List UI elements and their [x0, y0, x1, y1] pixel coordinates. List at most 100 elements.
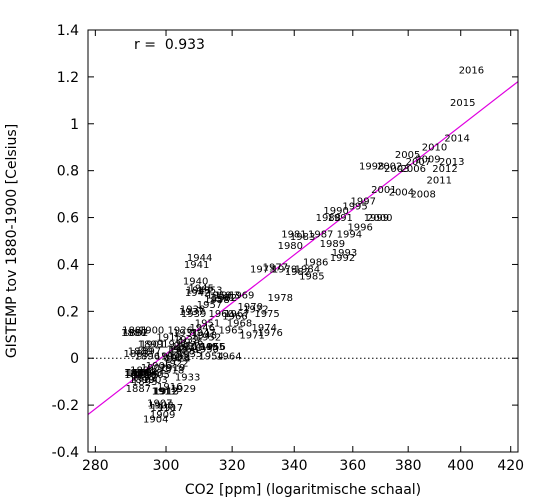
data-point-1880: 1880 — [121, 328, 146, 339]
data-point-2015: 2015 — [450, 98, 475, 109]
data-point-1915: 1915 — [156, 333, 181, 344]
x-tick-label: 280 — [82, 458, 109, 474]
data-point-1997: 1997 — [351, 197, 376, 208]
data-point-1949: 1949 — [192, 342, 217, 353]
data-point-1972: 1972 — [243, 304, 268, 315]
data-point-1883: 1883 — [123, 349, 148, 360]
data-point-1929: 1929 — [171, 384, 196, 395]
data-point-2012: 2012 — [432, 164, 457, 175]
y-tick-label: 1.2 — [57, 70, 79, 86]
data-point-1924: 1924 — [166, 354, 191, 365]
y-tick-label: 0.6 — [57, 211, 79, 227]
data-point-1894: 1894 — [133, 368, 158, 379]
data-point-1990: 1990 — [323, 206, 348, 217]
x-tick-label: 340 — [281, 458, 308, 474]
data-point-1932: 1932 — [174, 335, 199, 346]
x-tick-label: 420 — [497, 458, 524, 474]
data-point-1919: 1919 — [160, 363, 185, 374]
data-point-1881: 1881 — [122, 326, 147, 337]
x-tick-label: 380 — [395, 458, 422, 474]
data-point-1976: 1976 — [257, 328, 282, 339]
data-point-1969: 1969 — [229, 290, 254, 301]
data-point-1908: 1908 — [148, 401, 173, 412]
data-point-1882: 1882 — [123, 328, 148, 339]
data-point-1951: 1951 — [195, 319, 220, 330]
data-point-1917: 1917 — [158, 403, 183, 414]
x-tick-label: 300 — [153, 458, 180, 474]
data-point-1999: 1999 — [364, 213, 389, 224]
data-point-1891: 1891 — [130, 365, 155, 376]
data-point-1991: 1991 — [327, 213, 352, 224]
data-point-1939: 1939 — [181, 309, 206, 320]
data-point-1897: 1897 — [136, 347, 161, 358]
y-tick-label: 1.4 — [57, 23, 79, 39]
data-point-1931: 1931 — [173, 328, 198, 339]
data-point-1965: 1965 — [218, 326, 243, 337]
x-tick-label: 400 — [447, 458, 474, 474]
y-axis-title: GISTEMP tov 1880-1900 [Celsius] — [4, 124, 20, 358]
y-tick-label: 1 — [70, 117, 79, 133]
plot-frame — [87, 29, 519, 453]
data-point-2014: 2014 — [444, 133, 469, 144]
data-point-1921: 1921 — [162, 340, 187, 351]
data-point-1928: 1928 — [170, 347, 195, 358]
data-point-1925: 1925 — [167, 344, 192, 355]
data-point-1985: 1985 — [299, 272, 324, 283]
data-point-1981: 1981 — [281, 229, 306, 240]
data-point-1979: 1979 — [272, 265, 297, 276]
y-tick-label: 0.2 — [57, 304, 79, 320]
data-point-1909: 1909 — [150, 410, 175, 421]
data-point-1889: 1889 — [128, 347, 153, 358]
data-point-1899: 1899 — [138, 340, 163, 351]
data-point-1923: 1923 — [164, 354, 189, 365]
data-point-1967: 1967 — [224, 309, 249, 320]
data-point-2007: 2007 — [406, 157, 431, 168]
data-point-1920: 1920 — [161, 351, 186, 362]
data-point-1960: 1960 — [208, 309, 233, 320]
data-point-1886: 1886 — [125, 368, 150, 379]
data-point-1898: 1898 — [137, 368, 162, 379]
correlation-annotation: r = 0.933 — [134, 37, 205, 53]
data-point-1940: 1940 — [183, 276, 208, 287]
data-point-1974: 1974 — [252, 323, 277, 334]
data-point-1945: 1945 — [189, 283, 214, 294]
data-point-1901: 1901 — [140, 340, 165, 351]
data-point-1971: 1971 — [239, 330, 264, 341]
data-point-1986: 1986 — [303, 258, 328, 269]
data-point-1943: 1943 — [186, 286, 211, 297]
data-point-2008: 2008 — [410, 190, 435, 201]
data-point-2005: 2005 — [395, 150, 420, 161]
data-point-1907: 1907 — [147, 398, 172, 409]
data-point-1933: 1933 — [175, 372, 200, 383]
data-point-2003: 2003 — [384, 164, 409, 175]
data-point-1961: 1961 — [210, 293, 235, 304]
data-point-1896: 1896 — [135, 351, 160, 362]
data-point-1983: 1983 — [290, 232, 315, 243]
data-point-1905: 1905 — [144, 370, 169, 381]
data-point-1995: 1995 — [342, 201, 367, 212]
data-point-1935: 1935 — [177, 349, 202, 360]
data-point-1944: 1944 — [187, 253, 212, 264]
data-point-1998: 1998 — [359, 161, 384, 172]
data-point-1957: 1957 — [197, 300, 222, 311]
data-point-1968: 1968 — [227, 319, 252, 330]
data-point-1996: 1996 — [347, 222, 372, 233]
data-point-2002: 2002 — [377, 161, 402, 172]
x-tick-label: 360 — [339, 458, 366, 474]
regression-line — [88, 81, 518, 415]
data-point-1910: 1910 — [151, 403, 176, 414]
data-point-1954: 1954 — [198, 351, 223, 362]
y-tick-label: -0.4 — [52, 445, 79, 461]
data-point-1959: 1959 — [206, 290, 231, 301]
data-point-1988: 1988 — [316, 213, 341, 224]
data-point-1936: 1936 — [178, 337, 203, 348]
y-tick-label: -0.2 — [52, 398, 79, 414]
data-point-1895: 1895 — [133, 370, 158, 381]
data-point-1885: 1885 — [124, 370, 149, 381]
data-point-1912: 1912 — [153, 387, 178, 398]
data-point-1922: 1922 — [163, 358, 188, 369]
data-point-1973: 1973 — [250, 265, 275, 276]
x-axis-title: CO2 [ppm] (logaritmische schaal) — [185, 482, 421, 498]
data-point-1887: 1887 — [126, 384, 151, 395]
